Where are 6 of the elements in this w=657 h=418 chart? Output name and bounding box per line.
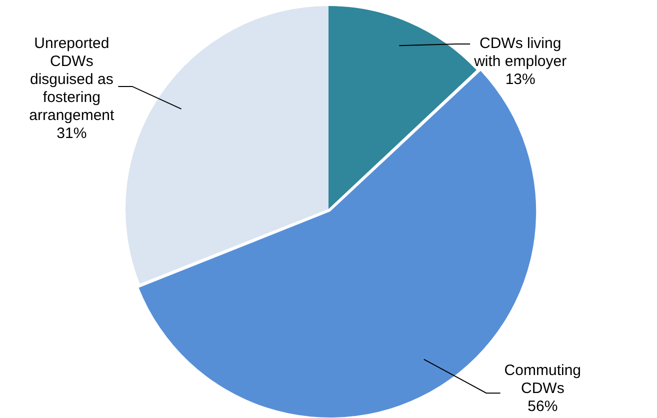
data-label: 56% [528, 398, 558, 416]
data-label: 13% [505, 71, 536, 88]
slice-label: CDWs living with employer [473, 35, 567, 70]
data-label: 31% [56, 125, 87, 142]
slice-label: Commuting CDWs [504, 362, 582, 398]
slice-label: Unreported CDWs disguised as fostering arrangement [29, 35, 116, 124]
